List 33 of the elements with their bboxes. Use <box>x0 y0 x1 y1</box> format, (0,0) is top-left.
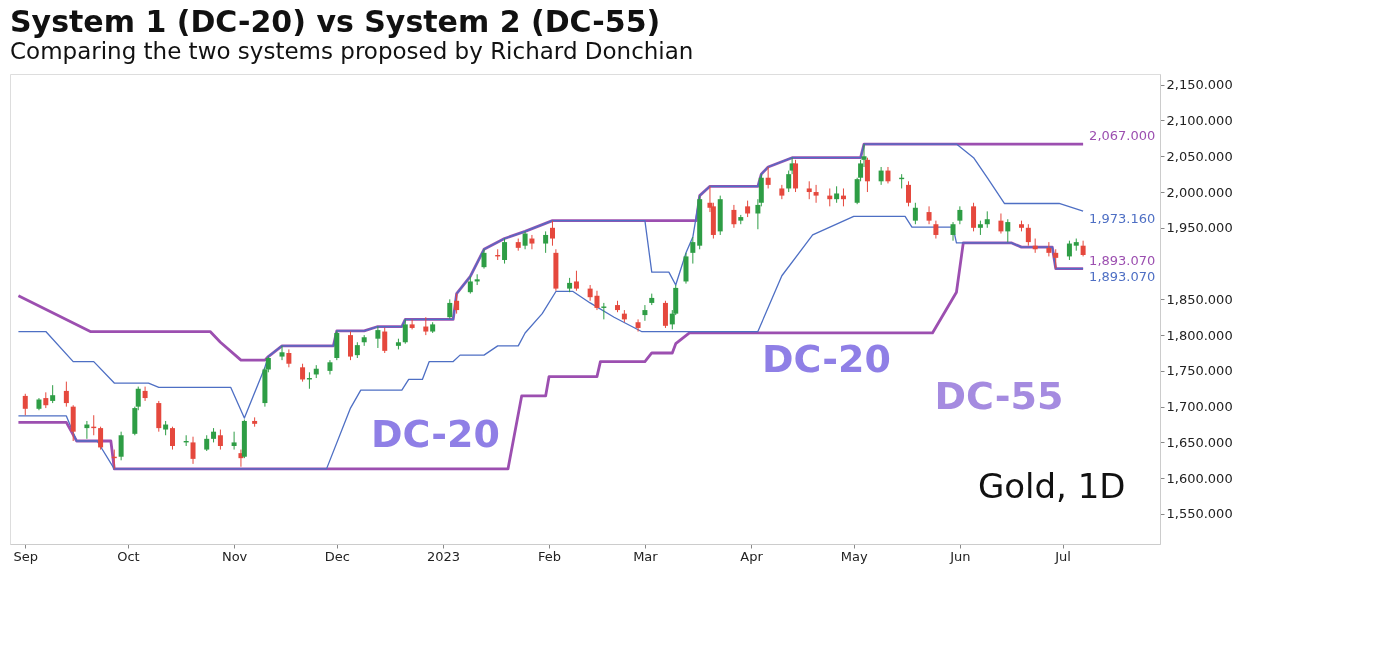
x-tick-label: Oct <box>117 548 140 564</box>
chart-title: System 1 (DC-20) vs System 2 (DC-55) <box>10 4 661 39</box>
data-label: 1,893.070 <box>1089 268 1156 284</box>
x-tick-label: Jun <box>949 548 971 564</box>
x-tick-label: Nov <box>221 548 248 564</box>
y-tick-label: 1,650.000 <box>1166 434 1233 450</box>
y-tick-label: 1,600.000 <box>1166 470 1233 486</box>
annotation: DC-20 <box>762 336 891 381</box>
y-tick-label: 1,700.000 <box>1166 399 1233 415</box>
x-tick-label: Dec <box>324 548 350 564</box>
y-tick-label: 2,050.000 <box>1166 148 1233 164</box>
x-tick-label: Sep <box>13 548 39 564</box>
data-label: 1,893.070 <box>1089 252 1156 268</box>
data-label: 1,973.160 <box>1089 211 1156 227</box>
chart-subtitle: Comparing the two systems proposed by Richard Donchian <box>10 38 694 64</box>
y-tick-label: 1,750.000 <box>1166 363 1233 379</box>
x-tick-label: Feb <box>538 548 562 564</box>
x-tick-label: Jul <box>1054 548 1071 564</box>
y-tick-label: 1,550.000 <box>1166 506 1233 522</box>
y-tick-label: 1,950.000 <box>1166 220 1233 236</box>
y-tick-label: 1,800.000 <box>1166 327 1233 343</box>
y-tick-label: 1,850.000 <box>1166 291 1233 307</box>
x-tick-label: 2023 <box>426 548 460 564</box>
y-tick-label: 2,000.000 <box>1166 184 1233 200</box>
y-tick-label: 2,100.000 <box>1166 113 1233 128</box>
x-tick-label: Mar <box>633 548 659 564</box>
x-tick-label: May <box>840 548 868 564</box>
annotation: DC-55 <box>934 374 1064 419</box>
data-label: 2,067.000 <box>1089 128 1156 144</box>
x-tick-label: Apr <box>740 548 764 564</box>
y-tick-label: 2,150.000 <box>1166 77 1233 93</box>
annotation: Gold, 1D <box>977 465 1126 506</box>
annotation: DC-20 <box>371 411 500 456</box>
